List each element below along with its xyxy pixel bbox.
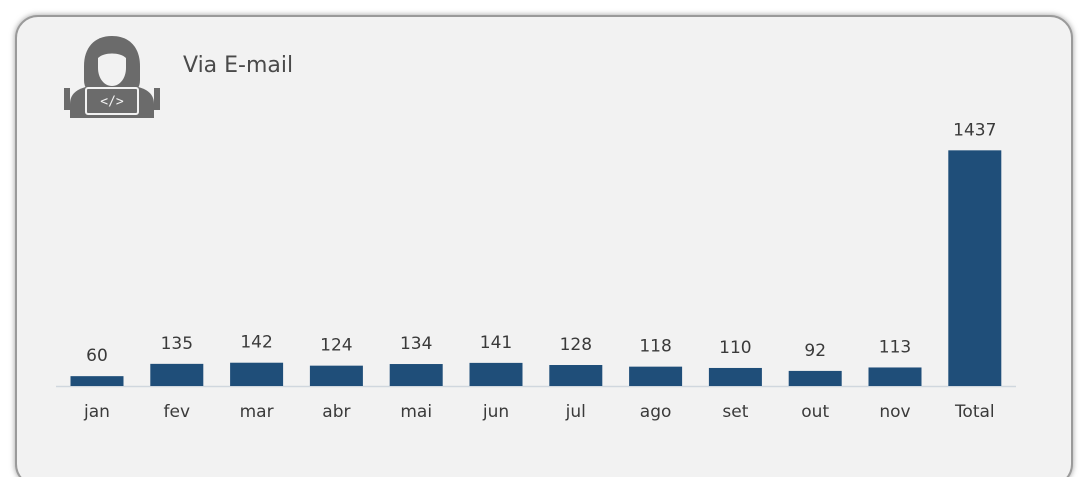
x-tick-label: abr bbox=[322, 402, 350, 422]
bar bbox=[948, 150, 1002, 386]
x-tick-label: Total bbox=[954, 402, 995, 422]
x-tick-label: out bbox=[801, 402, 829, 422]
bar bbox=[309, 365, 363, 386]
developer-icon: </> bbox=[64, 36, 160, 118]
x-tick-label: jun bbox=[482, 402, 509, 422]
bar bbox=[70, 376, 124, 386]
x-tick-label: ago bbox=[640, 402, 672, 422]
bar bbox=[150, 363, 204, 386]
value-label: 113 bbox=[879, 337, 911, 357]
value-label: 142 bbox=[240, 333, 272, 353]
value-label: 110 bbox=[719, 338, 751, 358]
x-tick-label: jan bbox=[83, 402, 110, 422]
x-tick-label: set bbox=[722, 402, 748, 422]
bar bbox=[788, 370, 842, 386]
value-label: 124 bbox=[320, 336, 352, 356]
x-tick-label: jul bbox=[565, 402, 586, 422]
bar bbox=[549, 365, 603, 386]
value-label: 92 bbox=[804, 341, 826, 361]
bar bbox=[868, 367, 922, 386]
svg-text:</>: </> bbox=[100, 95, 124, 110]
bar bbox=[389, 364, 443, 386]
value-label: 128 bbox=[560, 335, 592, 355]
x-tick-label: fev bbox=[164, 402, 191, 422]
value-label: 141 bbox=[480, 333, 512, 353]
card bbox=[15, 15, 1073, 477]
value-label: 118 bbox=[639, 337, 671, 357]
bar bbox=[708, 367, 762, 386]
value-label: 134 bbox=[400, 334, 432, 354]
bar bbox=[469, 362, 523, 386]
bar bbox=[629, 366, 683, 386]
value-label: 60 bbox=[86, 346, 108, 366]
x-tick-label: mar bbox=[240, 402, 274, 422]
bar bbox=[230, 362, 284, 386]
value-label: 1437 bbox=[953, 120, 996, 140]
chart-title: Via E-mail bbox=[183, 53, 293, 78]
value-label: 135 bbox=[161, 334, 193, 354]
x-tick-label: nov bbox=[879, 402, 910, 422]
x-tick-label: mai bbox=[400, 402, 432, 422]
